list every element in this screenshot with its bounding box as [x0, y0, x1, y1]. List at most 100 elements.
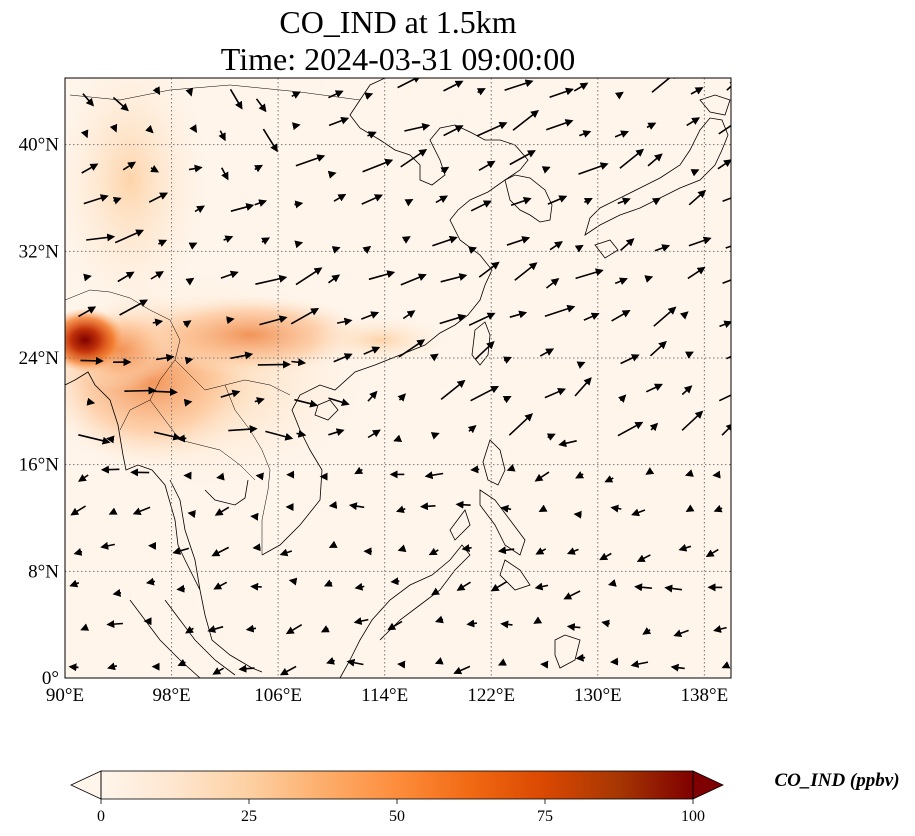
wind-arrow: [326, 657, 335, 665]
wind-arrow: [453, 665, 471, 675]
wind-arrow: [77, 474, 89, 482]
wind-arrow: [400, 273, 427, 286]
wind-arrow: [148, 388, 178, 397]
wind-arrow: [614, 277, 628, 285]
lon-tick-label: 138°E: [681, 685, 729, 706]
wind-arrow: [397, 393, 407, 402]
title-line-2: Time: 2024-03-31 09:00:00: [221, 41, 575, 77]
wind-arrow: [80, 356, 104, 365]
wind-arrow: [228, 425, 258, 434]
hainan-coast: [314, 399, 339, 421]
wind-arrow: [435, 195, 448, 204]
wind-arrow: [108, 507, 118, 515]
wind-arrow: [509, 310, 528, 319]
wind-arrow: [713, 625, 727, 633]
wind-arrow: [440, 166, 450, 175]
concentration-field: [65, 78, 450, 490]
wind-arrow: [688, 236, 712, 247]
wind-arrow: [114, 229, 145, 244]
wind-arrow: [364, 92, 374, 100]
wind-arrow: [546, 119, 574, 131]
wind-arrow: [132, 506, 151, 515]
wind-arrow: [651, 197, 661, 206]
wind-arrow: [333, 353, 353, 363]
wind-arrow: [122, 161, 137, 171]
wind-arrow: [252, 543, 261, 552]
wind-arrow: [212, 667, 224, 675]
wind-arrow: [566, 547, 579, 555]
lon-tick-label: 90°E: [46, 685, 84, 706]
wind-arrow: [81, 163, 99, 174]
wind-arrow: [255, 274, 288, 285]
wind-arrow: [558, 439, 577, 448]
wind-arrow: [86, 397, 96, 406]
asia-mainland-coast: [65, 78, 529, 673]
lon-tick-label: 106°E: [254, 685, 302, 706]
wind-arrow: [262, 128, 278, 153]
wind-arrow: [726, 355, 731, 360]
wind-arrow: [547, 195, 568, 205]
wind-arrow: [497, 658, 507, 666]
wind-arrow: [401, 236, 411, 244]
wind-arrow: [619, 148, 645, 169]
colorbar-extend-max: [692, 770, 724, 800]
wind-arrow: [466, 619, 478, 628]
wind-arrow: [514, 262, 538, 281]
wind-arrow: [440, 379, 466, 401]
wind-arrow: [607, 579, 617, 587]
wind-arrow: [145, 124, 154, 134]
colorbar-label: CO_IND (ppbv): [774, 770, 899, 791]
wind-arrow: [563, 590, 581, 600]
wind-arrow: [211, 546, 230, 557]
wind-arrow: [158, 239, 168, 247]
wind-arrow: [220, 270, 239, 279]
wind-arrow: [649, 340, 667, 357]
wind-arrow: [291, 358, 307, 367]
colorbar-fill: [101, 771, 693, 799]
wind-arrow: [261, 237, 270, 245]
wind-arrow: [69, 579, 80, 588]
wind-arrow: [153, 431, 182, 441]
wind-arrow: [432, 235, 458, 247]
wind-arrow: [610, 504, 622, 513]
wind-arrow: [534, 471, 550, 482]
wind-arrow: [439, 313, 467, 325]
wind-arrow: [230, 351, 254, 360]
wind-arrow: [617, 394, 627, 403]
wind-arrow: [361, 194, 383, 205]
wind-arrow: [107, 662, 118, 671]
wind-arrow: [83, 194, 109, 205]
wind-arrow: [109, 123, 118, 133]
wind-arrow: [679, 311, 689, 320]
wind-arrow: [362, 158, 394, 173]
wind-arrow: [645, 383, 663, 393]
colorbar: 0 25 50 75 100 CO_IND (ppbv): [70, 770, 900, 825]
coastlines: [65, 78, 731, 678]
wind-arrow: [112, 197, 122, 205]
wind-arrow: [254, 199, 268, 207]
wind-arrow: [687, 266, 706, 280]
wind-arrow: [705, 548, 719, 558]
wind-arrow: [630, 660, 649, 668]
wind-arrow: [504, 79, 534, 91]
wind-arrow: [353, 617, 369, 625]
wind-arrow: [177, 658, 187, 667]
wind-arrow: [327, 170, 337, 179]
wind-arrow: [476, 121, 508, 137]
wind-arrow: [363, 346, 381, 355]
wind-arrow: [367, 429, 381, 439]
wind-arrow: [172, 547, 190, 555]
wind-arrow: [117, 271, 135, 283]
wind-arrow: [718, 394, 731, 402]
wind-arrow: [320, 625, 330, 633]
wind-arrow: [712, 470, 721, 479]
wind-arrow: [182, 320, 192, 328]
wind-arrow: [189, 124, 198, 134]
colorbar-ticks: 0 25 50 75 100: [97, 799, 705, 825]
wind-arrow: [73, 548, 83, 556]
wind-arrow: [367, 131, 377, 139]
wind-arrow: [541, 166, 551, 174]
wind-arrow: [348, 502, 365, 511]
wind-arrow: [434, 657, 444, 665]
